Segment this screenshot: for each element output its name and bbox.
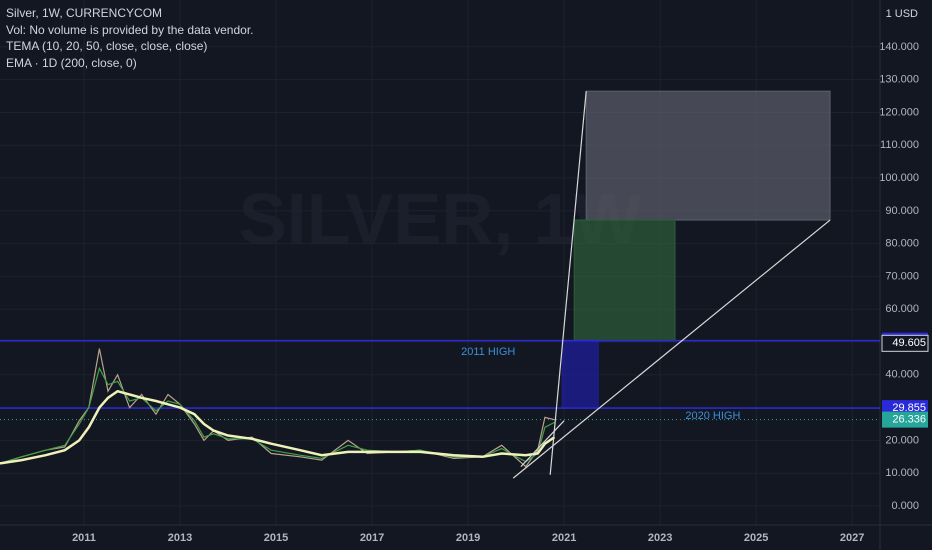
annotation: 2011 HIGH	[461, 346, 515, 358]
price-label-bg	[881, 334, 929, 352]
price-label-bg	[882, 411, 928, 428]
x-tick-label: 2011	[72, 532, 96, 544]
x-tick-label: 2017	[360, 532, 384, 544]
y-tick-label: 130.000	[879, 74, 919, 86]
currency: 1 USD	[886, 8, 918, 20]
y-tick-label: 120.000	[879, 106, 919, 118]
y-tick-label: 10.000	[885, 467, 919, 479]
y-tick-label: 60.000	[885, 303, 919, 315]
y-tick-label: 100.000	[879, 172, 919, 184]
drawing-box	[573, 219, 676, 342]
x-tick-label: 2013	[168, 532, 192, 544]
x-tick-label: 2023	[648, 532, 672, 544]
y-tick-label: 20.000	[885, 434, 919, 446]
trend-line	[549, 91, 587, 475]
x-tick-label: 2027	[840, 532, 864, 544]
y-tick-label: 140.000	[879, 41, 919, 53]
y-tick-label: 40.000	[885, 369, 919, 381]
price-label: 29.855	[892, 402, 926, 414]
price-label: 26.336	[892, 414, 926, 426]
y-tick-label: 90.000	[885, 205, 919, 217]
annotation: 2020 HIGH	[685, 410, 740, 422]
series-line	[0, 389, 556, 465]
drawing-box	[585, 90, 831, 221]
x-tick-label: 2015	[264, 532, 288, 544]
legend-note: Vol: No volume is provided by the data v…	[6, 23, 253, 37]
legend-entry: TEMA (10, 20, 50, close, close, close)	[6, 39, 207, 53]
y-tick-label: 80.000	[885, 238, 919, 250]
trend-line	[512, 219, 831, 479]
x-tick-label: 2019	[456, 532, 480, 544]
x-tick-label: 2025	[744, 532, 768, 544]
y-tick-label: 0.000	[891, 500, 919, 512]
x-tick-label: 2021	[552, 532, 576, 544]
y-tick-label: 70.000	[885, 270, 919, 282]
drawing-box	[561, 340, 599, 409]
legend-title: Silver, 1W, CURRENCYCOM	[6, 6, 162, 20]
y-tick-label: 110.000	[880, 139, 919, 151]
trend-line	[520, 420, 565, 468]
price-label: 49.605	[892, 337, 926, 349]
legend-entry: EMA · 1D (200, close, 0)	[6, 56, 137, 70]
